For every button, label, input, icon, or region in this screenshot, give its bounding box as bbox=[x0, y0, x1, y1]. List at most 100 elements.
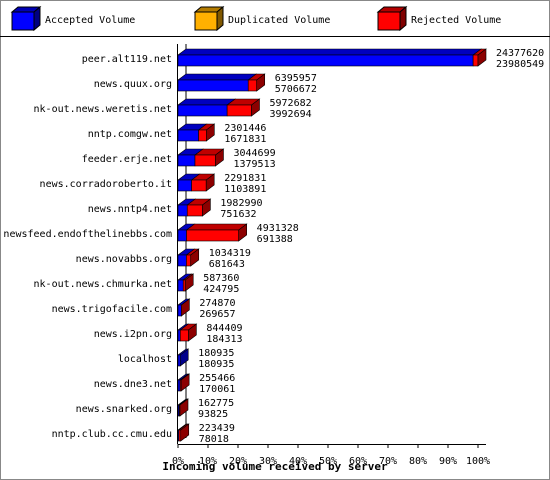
bar-side bbox=[181, 298, 190, 317]
total-label: 223439 bbox=[199, 423, 235, 434]
bar bbox=[179, 329, 189, 342]
bar-top bbox=[177, 98, 237, 106]
accepted-label: 1379513 bbox=[233, 159, 275, 170]
bar bbox=[177, 54, 474, 67]
total-label: 1034319 bbox=[209, 248, 251, 259]
x-tick-label: 60% bbox=[349, 456, 367, 467]
x-axis-label: Incoming volume received by server bbox=[162, 460, 388, 473]
bar-side bbox=[238, 223, 247, 242]
legend-label: Accepted Volume bbox=[45, 15, 135, 26]
category-label: nk-out.news.weretis.net bbox=[34, 104, 172, 115]
accepted-label: 1671831 bbox=[224, 134, 266, 145]
total-label: 24377620 bbox=[496, 48, 544, 59]
accepted-label: 5706672 bbox=[275, 84, 317, 95]
legend-label: Rejected Volume bbox=[411, 15, 501, 26]
bar bbox=[177, 129, 199, 142]
category-label: news.trigofacile.com bbox=[52, 304, 172, 315]
total-label: 6395957 bbox=[275, 73, 317, 84]
category-label: nk-out.news.chmurka.net bbox=[34, 279, 172, 290]
bar-side bbox=[190, 248, 200, 267]
x-tick-label: 90% bbox=[439, 456, 457, 467]
category-label: news.novabbs.org bbox=[76, 254, 172, 265]
x-tick-label: 0% bbox=[172, 456, 184, 467]
total-label: 162775 bbox=[198, 398, 234, 409]
x-tick-label: 10% bbox=[199, 456, 217, 467]
bar-side bbox=[215, 148, 224, 167]
bar bbox=[177, 279, 184, 292]
bar bbox=[177, 254, 187, 267]
total-label: 180935 bbox=[198, 348, 234, 359]
bar bbox=[472, 54, 479, 67]
accepted-label: 78018 bbox=[199, 434, 229, 445]
x-tick-label: 80% bbox=[409, 456, 427, 467]
accepted-label: 184313 bbox=[206, 334, 242, 345]
bar-side bbox=[256, 73, 266, 92]
total-label: 1982990 bbox=[220, 198, 262, 209]
bar-top bbox=[177, 73, 258, 81]
total-label: 2301446 bbox=[224, 123, 266, 134]
bar bbox=[182, 279, 186, 292]
category-label: news.snarked.org bbox=[76, 404, 172, 415]
accepted-label: 269657 bbox=[199, 309, 235, 320]
bar-side bbox=[184, 273, 194, 292]
bar bbox=[177, 104, 228, 117]
x-tick-label: 50% bbox=[319, 456, 337, 467]
bar bbox=[177, 154, 196, 167]
bar-side bbox=[179, 348, 189, 367]
bar-side bbox=[205, 173, 215, 192]
total-label: 274870 bbox=[199, 298, 235, 309]
bar bbox=[194, 154, 216, 167]
accepted-label: 681643 bbox=[209, 259, 245, 270]
accepted-label: 170061 bbox=[199, 384, 235, 395]
bar-side bbox=[188, 323, 197, 342]
x-tick-label: 70% bbox=[379, 456, 397, 467]
category-label: localhost bbox=[118, 354, 172, 365]
category-label: nntp.club.cc.cmu.edu bbox=[52, 429, 172, 440]
bar bbox=[177, 204, 188, 217]
bar bbox=[177, 229, 187, 242]
bar bbox=[177, 379, 181, 392]
accepted-label: 691388 bbox=[257, 234, 293, 245]
bar bbox=[247, 79, 258, 92]
total-label: 255466 bbox=[199, 373, 235, 384]
bar-side bbox=[206, 123, 215, 142]
legend-swatch bbox=[11, 11, 35, 31]
x-tick-label: 100% bbox=[466, 456, 490, 467]
x-tick-label: 30% bbox=[259, 456, 277, 467]
bar bbox=[177, 304, 182, 317]
category-label: news.i2pn.org bbox=[94, 329, 172, 340]
bar bbox=[177, 79, 249, 92]
x-tick-label: 40% bbox=[289, 456, 307, 467]
total-label: 4931328 bbox=[257, 223, 299, 234]
bar bbox=[226, 104, 252, 117]
category-label: news.quux.org bbox=[94, 79, 172, 90]
total-label: 5972682 bbox=[270, 98, 312, 109]
bar bbox=[177, 354, 181, 367]
total-label: 844409 bbox=[206, 323, 242, 334]
bar bbox=[177, 179, 192, 192]
category-label: news.corradoroberto.it bbox=[40, 179, 172, 190]
accepted-label: 3992694 bbox=[270, 109, 312, 120]
bar bbox=[198, 129, 207, 142]
bar-side bbox=[251, 98, 260, 117]
category-label: nntp.comgw.net bbox=[88, 129, 172, 140]
bar-side bbox=[179, 398, 189, 417]
bar-side bbox=[180, 373, 190, 392]
legend-swatch bbox=[377, 11, 401, 31]
x-tick-label: 20% bbox=[229, 456, 247, 467]
category-label: newsfeed.endofthelinebbs.com bbox=[3, 229, 172, 240]
bar-side bbox=[202, 198, 211, 217]
bar-side bbox=[477, 48, 487, 67]
bar-top bbox=[177, 48, 483, 56]
bar bbox=[177, 329, 181, 342]
accepted-label: 1103891 bbox=[224, 184, 266, 195]
bar bbox=[186, 254, 192, 267]
accepted-label: 180935 bbox=[198, 359, 234, 370]
bar-side bbox=[180, 423, 190, 442]
legend-label: Duplicated Volume bbox=[228, 15, 330, 26]
total-label: 587360 bbox=[203, 273, 239, 284]
category-label: feeder.erje.net bbox=[82, 154, 172, 165]
